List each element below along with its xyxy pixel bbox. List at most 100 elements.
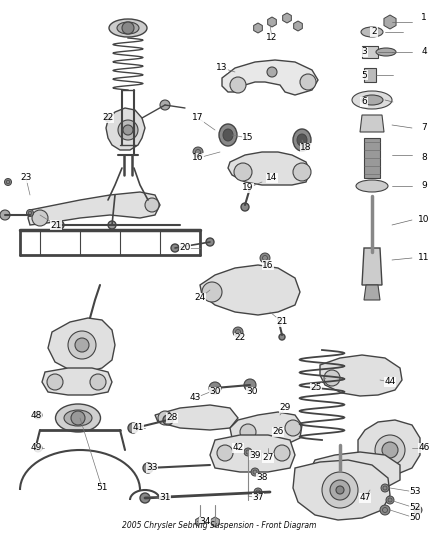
Text: 9: 9 bbox=[421, 182, 427, 190]
Circle shape bbox=[158, 411, 172, 425]
Polygon shape bbox=[364, 285, 380, 300]
Ellipse shape bbox=[109, 19, 147, 37]
Circle shape bbox=[206, 238, 214, 246]
Polygon shape bbox=[364, 138, 380, 178]
Text: 46: 46 bbox=[418, 443, 430, 453]
Circle shape bbox=[217, 445, 233, 461]
Polygon shape bbox=[196, 517, 205, 527]
Polygon shape bbox=[48, 318, 115, 372]
Text: 30: 30 bbox=[246, 387, 258, 397]
Polygon shape bbox=[155, 405, 238, 430]
Circle shape bbox=[240, 424, 256, 440]
Polygon shape bbox=[106, 108, 145, 150]
Circle shape bbox=[128, 423, 138, 433]
Text: 26: 26 bbox=[272, 427, 284, 437]
Polygon shape bbox=[364, 68, 376, 82]
Text: 2005 Chrysler Sebring Suspension - Front Diagram: 2005 Chrysler Sebring Suspension - Front… bbox=[122, 521, 316, 530]
Text: 4: 4 bbox=[421, 47, 427, 56]
Polygon shape bbox=[210, 435, 295, 472]
Text: 34: 34 bbox=[199, 518, 211, 527]
Polygon shape bbox=[211, 517, 219, 527]
Polygon shape bbox=[222, 60, 318, 95]
Circle shape bbox=[56, 221, 64, 229]
Text: 7: 7 bbox=[421, 124, 427, 133]
Ellipse shape bbox=[361, 95, 383, 105]
Polygon shape bbox=[362, 248, 382, 285]
Text: 19: 19 bbox=[242, 183, 254, 192]
Ellipse shape bbox=[376, 48, 396, 56]
Circle shape bbox=[254, 488, 262, 496]
Text: 18: 18 bbox=[300, 143, 312, 152]
Text: 10: 10 bbox=[418, 215, 430, 224]
Circle shape bbox=[122, 22, 134, 34]
Circle shape bbox=[381, 484, 389, 492]
Text: 20: 20 bbox=[179, 244, 191, 253]
Circle shape bbox=[193, 147, 203, 157]
Text: 49: 49 bbox=[30, 443, 42, 453]
Text: 29: 29 bbox=[279, 403, 291, 413]
Text: 30: 30 bbox=[209, 387, 221, 397]
Circle shape bbox=[90, 374, 106, 390]
Circle shape bbox=[380, 505, 390, 515]
Text: 22: 22 bbox=[234, 334, 246, 343]
Circle shape bbox=[382, 442, 398, 458]
Circle shape bbox=[336, 486, 344, 494]
Circle shape bbox=[209, 382, 221, 394]
Text: 31: 31 bbox=[159, 494, 171, 503]
Circle shape bbox=[140, 493, 150, 503]
Circle shape bbox=[267, 67, 277, 77]
Text: 44: 44 bbox=[385, 377, 396, 386]
Text: 21: 21 bbox=[276, 318, 288, 327]
Polygon shape bbox=[310, 452, 400, 490]
Circle shape bbox=[163, 415, 173, 425]
Text: 48: 48 bbox=[30, 410, 42, 419]
Circle shape bbox=[47, 374, 63, 390]
Circle shape bbox=[123, 125, 133, 135]
Circle shape bbox=[330, 480, 350, 500]
Polygon shape bbox=[230, 412, 302, 448]
Text: 39: 39 bbox=[249, 450, 261, 459]
Text: 15: 15 bbox=[242, 133, 254, 142]
Ellipse shape bbox=[361, 27, 383, 37]
Text: 51: 51 bbox=[96, 483, 108, 492]
Text: 50: 50 bbox=[409, 513, 421, 522]
Ellipse shape bbox=[64, 410, 92, 426]
Text: 2: 2 bbox=[371, 28, 377, 36]
Circle shape bbox=[145, 198, 159, 212]
Text: 33: 33 bbox=[146, 464, 158, 472]
Text: 13: 13 bbox=[216, 63, 228, 72]
Circle shape bbox=[324, 370, 340, 386]
Polygon shape bbox=[200, 265, 300, 315]
Text: 37: 37 bbox=[252, 494, 264, 503]
Text: 24: 24 bbox=[194, 294, 205, 303]
Text: 47: 47 bbox=[359, 494, 371, 503]
Ellipse shape bbox=[356, 180, 388, 192]
Circle shape bbox=[244, 379, 256, 391]
Text: 41: 41 bbox=[132, 424, 144, 432]
Text: 53: 53 bbox=[409, 488, 421, 497]
Ellipse shape bbox=[223, 129, 233, 141]
Circle shape bbox=[105, 115, 112, 122]
Polygon shape bbox=[283, 13, 291, 23]
Circle shape bbox=[34, 411, 42, 419]
Polygon shape bbox=[28, 192, 160, 225]
Text: 11: 11 bbox=[418, 254, 430, 262]
Circle shape bbox=[233, 327, 243, 337]
Polygon shape bbox=[358, 420, 420, 475]
Polygon shape bbox=[293, 460, 390, 520]
Text: 28: 28 bbox=[166, 414, 178, 423]
Circle shape bbox=[202, 282, 222, 302]
Text: 25: 25 bbox=[310, 384, 321, 392]
Text: 21: 21 bbox=[50, 221, 62, 230]
Circle shape bbox=[34, 444, 42, 452]
Circle shape bbox=[300, 74, 316, 90]
Circle shape bbox=[279, 334, 285, 340]
Circle shape bbox=[160, 100, 170, 110]
Circle shape bbox=[375, 435, 405, 465]
Circle shape bbox=[27, 209, 33, 216]
Polygon shape bbox=[362, 46, 378, 58]
Polygon shape bbox=[384, 15, 396, 29]
Polygon shape bbox=[254, 23, 262, 33]
Text: 17: 17 bbox=[192, 114, 204, 123]
Ellipse shape bbox=[219, 124, 237, 146]
